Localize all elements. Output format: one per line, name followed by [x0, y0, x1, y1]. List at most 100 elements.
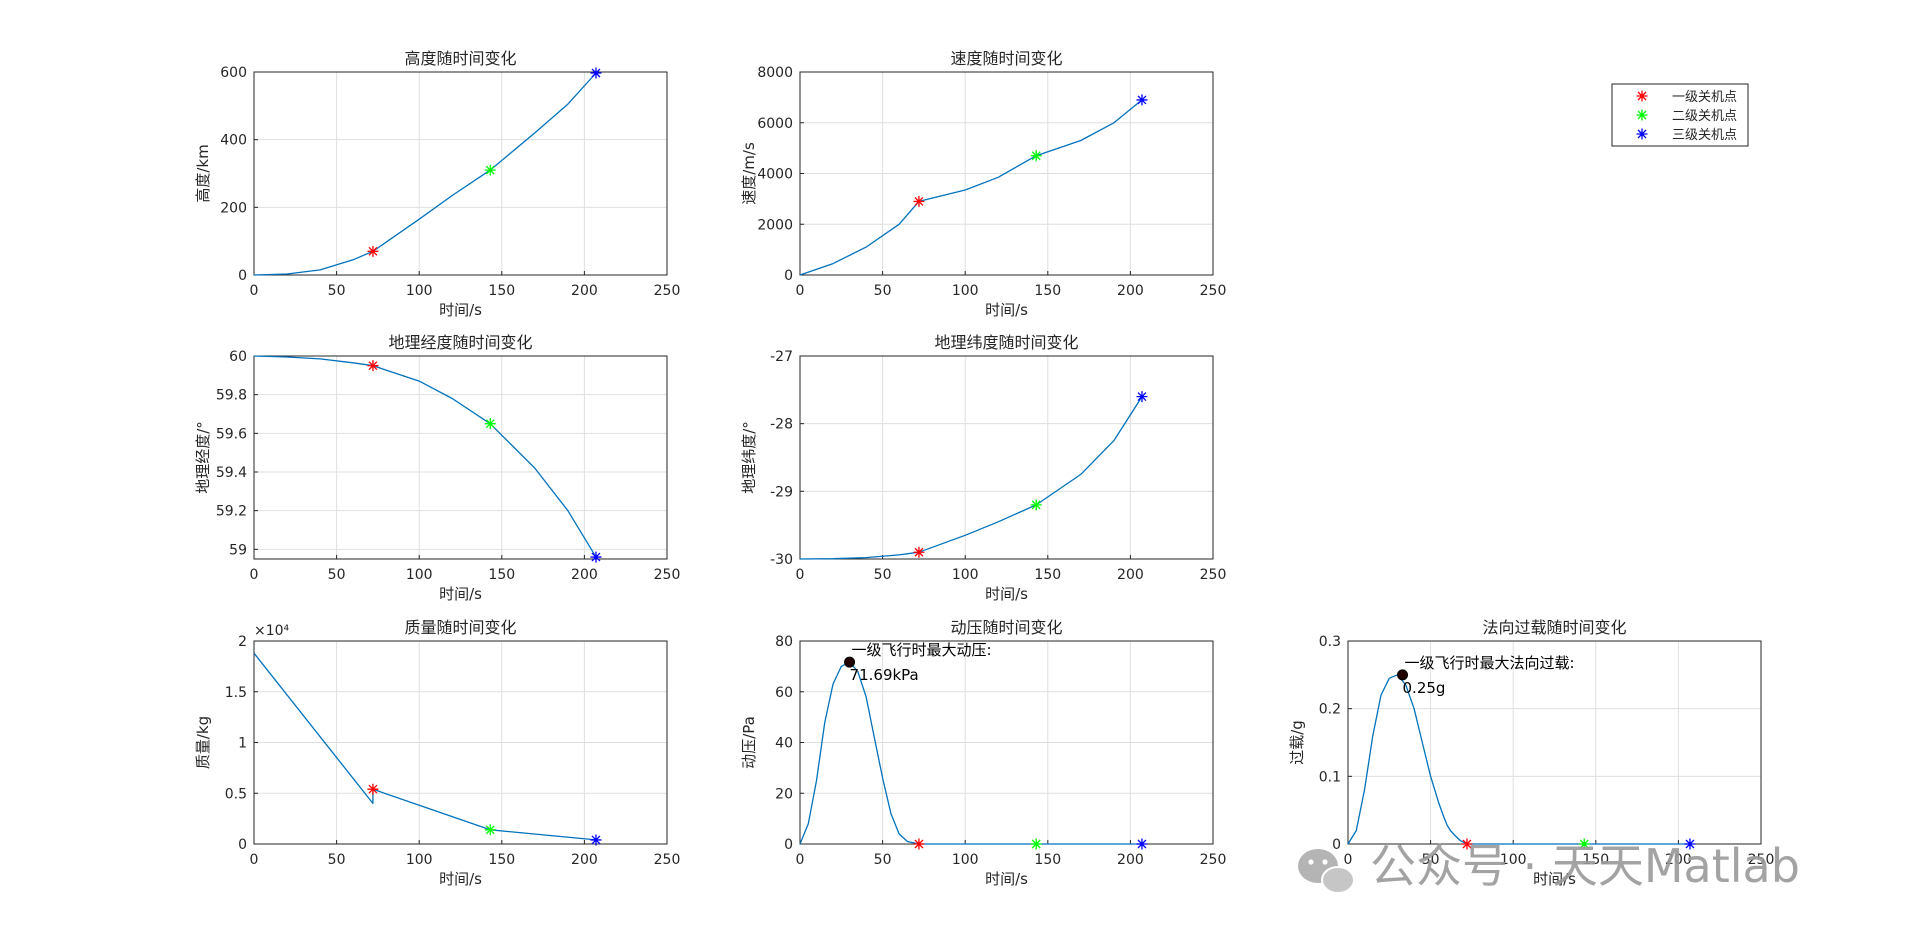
x-tick-label: 200 — [571, 852, 598, 868]
series-line — [253, 72, 597, 276]
y-tick-label: 400 — [220, 133, 247, 149]
y-tick-label: 2000 — [757, 217, 793, 233]
stage-cutoff-marker-3 — [590, 551, 602, 563]
stage-cutoff-marker-1 — [913, 838, 925, 850]
y-tick-label: 60 — [229, 349, 247, 365]
axes-box — [799, 355, 1214, 560]
peak-marker — [844, 656, 856, 668]
y-tick-label: 0 — [238, 268, 247, 284]
y-tick-label: 0 — [784, 837, 793, 853]
x-tick-label: 250 — [1200, 852, 1227, 868]
x-tick-label: 100 — [952, 283, 979, 299]
y-tick-label: 0.2 — [1319, 702, 1341, 718]
x-axis-label: 时间/s — [1533, 870, 1576, 888]
x-tick-label: 250 — [1200, 283, 1227, 299]
chart-title: 地理纬度随时间变化 — [934, 333, 1078, 352]
x-axis-label: 时间/s — [439, 301, 482, 319]
y-tick-label: -30 — [770, 552, 793, 568]
x-axis-label: 时间/s — [985, 301, 1028, 319]
y-tick-label: -29 — [770, 484, 793, 500]
peak-label-line2: 0.25g — [1403, 679, 1446, 697]
y-tick-label: 0.3 — [1319, 634, 1341, 650]
x-tick-label: 250 — [654, 567, 681, 583]
x-axis-label: 时间/s — [985, 585, 1028, 603]
x-tick-label: 150 — [488, 283, 515, 299]
x-tick-label: 250 — [654, 283, 681, 299]
x-tick-label: 150 — [1034, 567, 1061, 583]
x-tick-label: 200 — [1117, 283, 1144, 299]
y-tick-label: -28 — [770, 417, 793, 433]
peak-marker — [1397, 669, 1409, 681]
wechat-eye — [1308, 859, 1314, 865]
legend-item-2: 二级关机点 — [1636, 109, 1737, 124]
series-line — [253, 355, 597, 558]
peak-label-line1: 一级飞行时最大法向过载: — [1405, 654, 1575, 672]
y-axis-label: 地理纬度/° — [740, 421, 758, 494]
x-tick-label: 50 — [1422, 852, 1440, 868]
x-tick-label: 250 — [1200, 567, 1227, 583]
stage-cutoff-marker-1 — [913, 195, 925, 207]
x-tick-label: 0 — [796, 567, 805, 583]
x-tick-label: 0 — [1344, 852, 1353, 868]
stage-cutoff-marker-3 — [590, 834, 602, 846]
y-tick-label: 80 — [775, 634, 793, 650]
stage-cutoff-marker-3 — [1136, 838, 1148, 850]
legend-marker — [1636, 128, 1648, 140]
x-tick-label: 50 — [874, 567, 892, 583]
x-tick-label: 50 — [874, 852, 892, 868]
y-tick-label: 1 — [238, 736, 247, 752]
x-tick-label: 50 — [874, 283, 892, 299]
y-tick-label: 2 — [238, 634, 247, 650]
x-tick-label: 50 — [328, 283, 346, 299]
stage-cutoff-marker-1 — [913, 546, 925, 558]
legend-box — [1611, 83, 1749, 147]
series-line — [799, 99, 1143, 276]
stage-cutoff-marker-3 — [1136, 94, 1148, 106]
plot-area — [254, 72, 667, 275]
y-axis-label: 地理经度/° — [194, 421, 212, 494]
x-tick-label: 150 — [1582, 852, 1609, 868]
x-tick-label: 250 — [654, 852, 681, 868]
x-tick-label: 200 — [571, 567, 598, 583]
watermark-text: 公众号 · 天天Matlab — [1370, 839, 1800, 893]
legend-label: 三级关机点 — [1672, 128, 1737, 143]
y-exponent-label: ×10⁴ — [254, 623, 290, 639]
x-tick-label: 150 — [1034, 852, 1061, 868]
plot-area — [1348, 641, 1761, 844]
y-tick-label: 6000 — [757, 116, 793, 132]
y-tick-label: 59.2 — [216, 504, 247, 520]
y-tick-label: 0 — [238, 837, 247, 853]
wechat-eye — [1322, 859, 1328, 865]
x-tick-label: 150 — [488, 852, 515, 868]
x-tick-label: 50 — [328, 567, 346, 583]
y-tick-label: 59.8 — [216, 388, 247, 404]
chart-title: 质量随时间变化 — [404, 618, 516, 637]
x-tick-label: 100 — [1500, 852, 1527, 868]
y-tick-label: 600 — [220, 65, 247, 81]
y-axis-label: 动压/Pa — [740, 716, 758, 769]
stage-cutoff-marker-1 — [1461, 838, 1473, 850]
axes-box — [253, 71, 668, 276]
y-tick-label: 1.5 — [225, 685, 247, 701]
stage-cutoff-marker-2 — [1578, 838, 1590, 850]
chart-title: 高度随时间变化 — [404, 49, 516, 68]
x-axis-label: 时间/s — [985, 870, 1028, 888]
y-axis-label: 质量/kg — [194, 716, 212, 769]
peak-label-line2: 71.69kPa — [850, 666, 919, 684]
chart-title: 动压随时间变化 — [950, 618, 1062, 637]
stage-cutoff-marker-2 — [1030, 838, 1042, 850]
stage-cutoff-marker-2 — [484, 418, 496, 430]
subplot-4: 0 50 100 150 200 250 -30 -29 -28 -27 地理纬度随时间变化时间/s… — [740, 333, 1226, 603]
legend-marker — [1636, 109, 1648, 121]
stage-cutoff-marker-1 — [367, 360, 379, 372]
x-tick-label: 250 — [1748, 852, 1775, 868]
stage-cutoff-marker-2 — [484, 164, 496, 176]
legend-label: 二级关机点 — [1672, 109, 1737, 124]
y-tick-label: 8000 — [757, 65, 793, 81]
x-tick-label: 200 — [1117, 567, 1144, 583]
watermark: 公众号 · 天天Matlab — [1298, 839, 1800, 894]
